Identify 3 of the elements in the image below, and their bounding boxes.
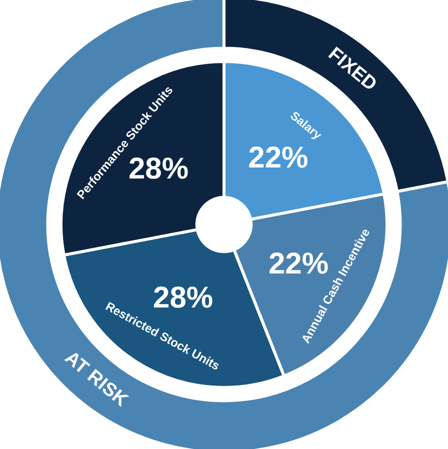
data-label: 22% (268, 248, 329, 281)
data-label: 22% (248, 141, 308, 174)
data-label: 28% (128, 152, 189, 186)
